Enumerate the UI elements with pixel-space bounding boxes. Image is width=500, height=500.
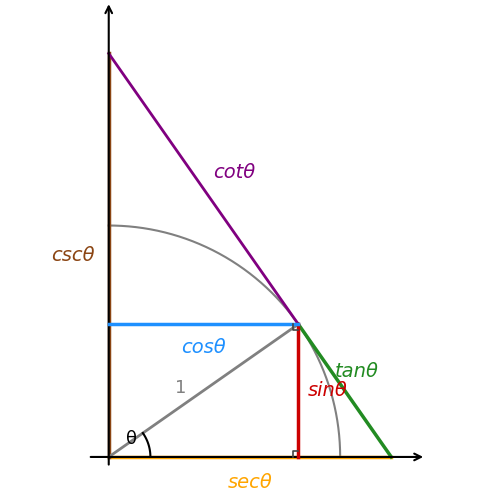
Text: sinθ: sinθ xyxy=(308,381,348,400)
Text: 1: 1 xyxy=(174,380,186,398)
Text: cscθ: cscθ xyxy=(52,246,95,264)
Text: secθ: secθ xyxy=(228,473,272,492)
Text: tanθ: tanθ xyxy=(334,362,378,382)
Text: cotθ: cotθ xyxy=(213,163,255,182)
Text: cosθ: cosθ xyxy=(181,338,226,357)
Text: θ: θ xyxy=(126,430,138,448)
